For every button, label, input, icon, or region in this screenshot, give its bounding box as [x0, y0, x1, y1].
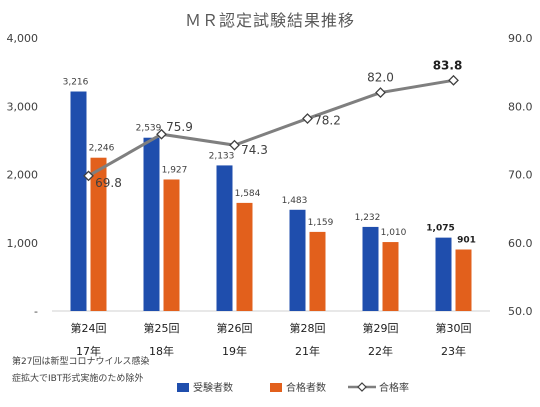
- left-axis: - 1,000 2,000 3,000 4,000: [7, 32, 490, 318]
- left-tick-label: 2,000: [7, 169, 39, 182]
- bar-passers: [309, 231, 326, 311]
- pass-rate-point: [302, 113, 313, 124]
- pass-rate-label: 83.8: [433, 58, 463, 72]
- legend-marker-rate: [357, 382, 367, 392]
- right-axis: 50.0 60.0 70.0 80.0 90.0: [508, 32, 533, 318]
- pass-rate-label: 69.8: [95, 176, 122, 190]
- pass-rate-label: 82.0: [367, 71, 394, 85]
- right-tick-label: 70.0: [508, 169, 533, 182]
- category-year-label: 22年: [368, 344, 393, 358]
- category-label: 第24回: [71, 321, 107, 335]
- right-tick-label: 80.0: [508, 100, 533, 113]
- category-year-label: 19年: [222, 344, 247, 358]
- bar-passers-label: 1,159: [308, 218, 334, 228]
- bar-passers-label: 1,927: [162, 165, 188, 175]
- bar-examinees: [70, 91, 87, 312]
- bar-examinees-label: 2,133: [209, 151, 235, 161]
- left-tick-label: 4,000: [7, 32, 39, 45]
- legend-label-examinees: 受験者数: [193, 381, 233, 394]
- bar-examinees: [362, 226, 379, 311]
- pass-rate-label: 75.9: [166, 120, 193, 134]
- category-label: 第29回: [363, 321, 399, 335]
- category-year-label: 18年: [149, 344, 174, 358]
- bar-passers: [163, 179, 180, 311]
- legend-label-passers: 合格者数: [286, 381, 326, 394]
- category-label: 第25回: [144, 321, 180, 335]
- bar-passers: [236, 202, 253, 311]
- category-labels: 第24回 17年 第25回 18年 第26回 19年 第28回 21年 第29回 22年 第30回 2…: [71, 321, 472, 358]
- bar-passers-label: 1,010: [381, 228, 407, 238]
- category-year-label: 23年: [441, 344, 466, 358]
- bar-passers-label: 901: [457, 236, 476, 246]
- left-tick-label: 1,000: [7, 237, 39, 250]
- bar-examinees: [216, 165, 233, 311]
- pass-rate-point: [375, 87, 386, 99]
- legend: 受験者数 合格者数 合格率: [177, 381, 409, 394]
- legend-swatch-examinees: [177, 383, 189, 392]
- pass-rate-polyline: [87, 78, 454, 178]
- pass-rate-point: [448, 74, 459, 86]
- pass-rate-point: [83, 170, 94, 182]
- category-label: 第28回: [290, 321, 326, 335]
- pass-rate-label: 74.3: [241, 143, 268, 157]
- category-year-label: 21年: [295, 344, 320, 358]
- chart-title: ＭＲ認定試験結果推移: [185, 11, 355, 30]
- category-label: 第26回: [217, 321, 253, 335]
- legend-swatch-passers: [270, 383, 282, 392]
- bar-examinees: [289, 209, 306, 311]
- pass-rate-point: [229, 139, 240, 151]
- bar-examinees-label: 1,232: [355, 213, 381, 223]
- pass-rate-point: [156, 128, 167, 140]
- bar-passers: [455, 249, 472, 311]
- right-tick-label: 50.0: [508, 305, 533, 318]
- legend-label-rate: 合格率: [379, 381, 409, 394]
- bar-passers-label: 1,584: [235, 189, 261, 199]
- pass-rate-label: 78.2: [314, 114, 341, 128]
- right-tick-label: 60.0: [508, 237, 533, 250]
- note-line-2: 症拡大でIBT形式実施のため除外: [12, 372, 143, 384]
- pass-rate-line: 69.8 75.9 74.3 78.2 82.0 83.8: [83, 58, 463, 190]
- bar-examinees-label: 1,075: [426, 224, 454, 234]
- right-tick-label: 90.0: [508, 32, 533, 45]
- left-tick-label: 3,000: [7, 100, 39, 113]
- bar-examinees: [143, 137, 160, 311]
- bar-passers-label: 2,246: [89, 144, 115, 154]
- left-tick-label: -: [34, 305, 38, 318]
- bars: 3,216 2,246 2,539 1,927 2,133 1,584 1,483 1,159…: [63, 78, 476, 312]
- bar-examinees-label: 1,483: [282, 196, 308, 206]
- bar-examinees-label: 2,539: [136, 124, 162, 134]
- bar-passers: [382, 242, 399, 311]
- bar-examinees: [435, 237, 452, 311]
- category-year-label: 17年: [76, 344, 101, 358]
- category-label: 第30回: [436, 321, 472, 335]
- bar-examinees-label: 3,216: [63, 78, 89, 88]
- note-line-1: 第27回は新型コロナウイルス感染: [12, 355, 149, 367]
- bar-passers: [90, 157, 107, 311]
